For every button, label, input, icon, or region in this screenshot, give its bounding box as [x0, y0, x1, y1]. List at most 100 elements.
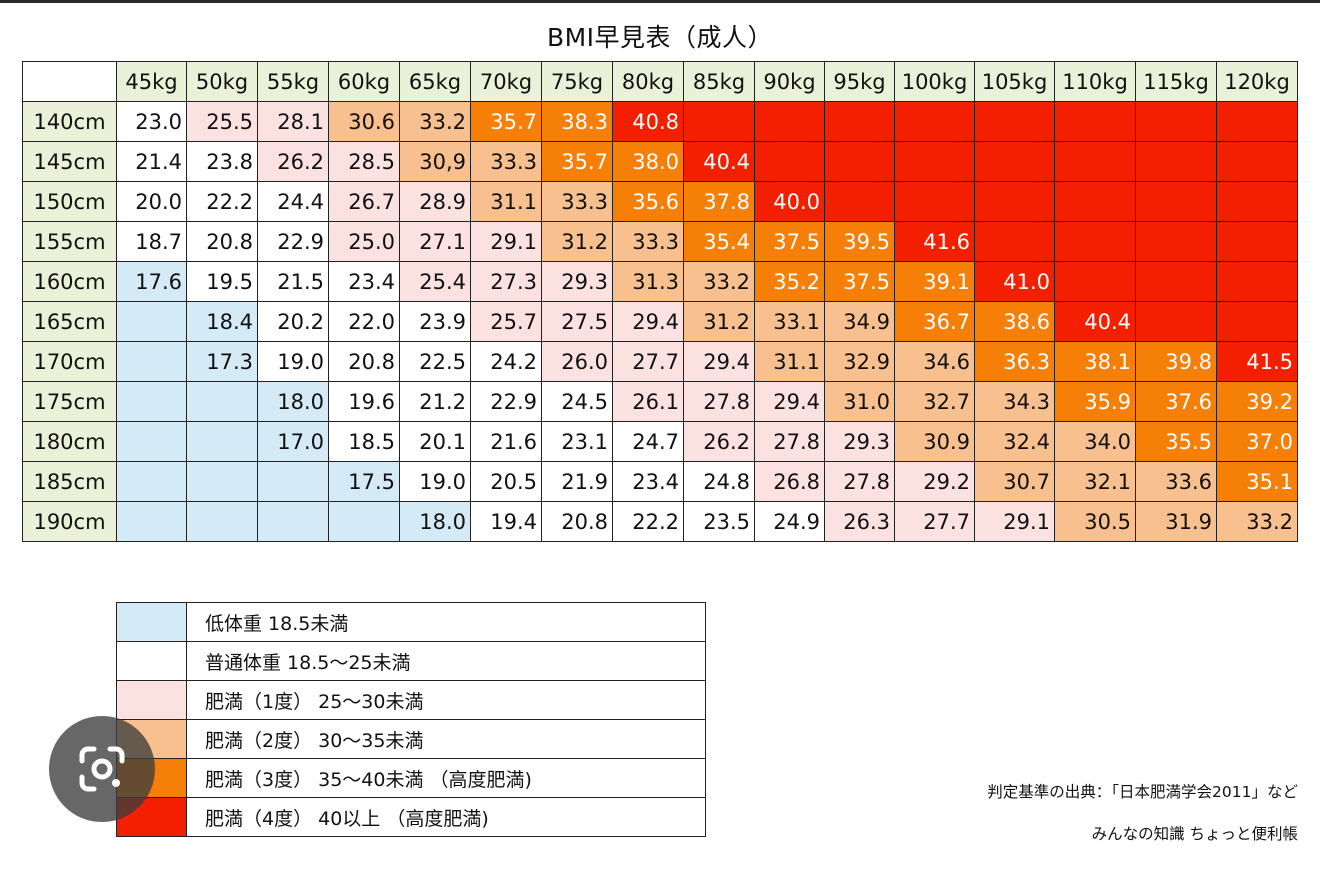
bmi-cell: 26.0	[541, 341, 613, 382]
bmi-cell: 32.4	[974, 421, 1055, 462]
legend-swatch	[116, 602, 187, 642]
bmi-cell: 33.3	[612, 221, 684, 262]
bmi-cell	[974, 101, 1055, 142]
bmi-cell	[1216, 261, 1298, 302]
bmi-cell: 17.0	[257, 421, 329, 462]
bmi-cell: 34.3	[974, 381, 1055, 422]
weight-header: 80kg	[612, 61, 684, 102]
bmi-cell: 32.1	[1054, 461, 1136, 502]
legend-item: 肥満（4度） 40以上 （高度肥満)	[116, 797, 706, 837]
bmi-cell	[1135, 221, 1217, 262]
bmi-cell	[186, 461, 258, 502]
bmi-cell: 23.8	[186, 141, 258, 182]
bmi-cell: 38.6	[974, 301, 1055, 342]
height-header: 165cm	[22, 301, 117, 342]
bmi-cell: 17.6	[116, 261, 187, 302]
google-lens-button[interactable]	[49, 716, 155, 822]
bmi-cell: 40.8	[612, 101, 684, 142]
height-header: 180cm	[22, 421, 117, 462]
bmi-cell: 29.4	[612, 301, 684, 342]
bmi-cell: 33.3	[470, 141, 542, 182]
bmi-cell: 23.4	[612, 461, 684, 502]
bmi-cell: 23.1	[541, 421, 613, 462]
height-header: 145cm	[22, 141, 117, 182]
bmi-cell	[1216, 101, 1298, 142]
bmi-cell: 36.3	[974, 341, 1055, 382]
bmi-cell: 37.8	[683, 181, 755, 222]
bmi-cell: 30.6	[328, 101, 400, 142]
table-row: 170cm 17.3 19.0 20.8 22.5 24.2 26.0 27.7 29.4 31.…	[22, 341, 1298, 382]
bmi-cell: 31.2	[683, 301, 755, 342]
bmi-cell	[894, 141, 975, 182]
bmi-cell	[257, 501, 329, 542]
legend-item: 肥満（2度） 30～35未満	[116, 719, 706, 759]
height-header: 150cm	[22, 181, 117, 222]
bmi-cell: 20.2	[257, 301, 329, 342]
bmi-cell: 22.2	[612, 501, 684, 542]
bmi-cell: 35.7	[470, 101, 542, 142]
weight-header: 70kg	[470, 61, 542, 102]
bmi-cell: 29.1	[470, 221, 542, 262]
height-header: 140cm	[22, 101, 117, 142]
bmi-cell: 28.9	[399, 181, 471, 222]
bmi-cell: 23.4	[328, 261, 400, 302]
bmi-cell	[974, 141, 1055, 182]
bmi-cell	[1135, 261, 1217, 302]
bmi-cell: 26.2	[257, 141, 329, 182]
bmi-cell: 37.5	[824, 261, 895, 302]
bmi-cell: 31.1	[754, 341, 825, 382]
bmi-cell: 27.5	[541, 301, 613, 342]
height-header: 190cm	[22, 501, 117, 542]
bmi-cell: 22.5	[399, 341, 471, 382]
bmi-cell: 21.9	[541, 461, 613, 502]
legend: 低体重 18.5未満 普通体重 18.5～25未満 肥満（1度） 25～30未満 肥満…	[116, 602, 706, 837]
bmi-cell: 41.6	[894, 221, 975, 262]
legend-label: 低体重 18.5未満	[186, 602, 706, 642]
bmi-cell: 35.7	[541, 141, 613, 182]
bmi-cell: 36.7	[894, 301, 975, 342]
bmi-cell: 31.1	[470, 181, 542, 222]
bmi-cell	[754, 101, 825, 142]
legend-label: 普通体重 18.5～25未満	[186, 641, 706, 681]
weight-header: 50kg	[186, 61, 258, 102]
bmi-cell: 37.5	[754, 221, 825, 262]
bmi-cell: 27.7	[894, 501, 975, 542]
table-row: 180cm 17.0 18.5 20.1 21.6 23.1 24.7 26.2 27.8 29.…	[22, 421, 1298, 462]
bmi-cell: 21.6	[470, 421, 542, 462]
bmi-cell: 39.8	[1135, 341, 1217, 382]
bmi-cell: 37.0	[1216, 421, 1298, 462]
bmi-cell: 26.2	[683, 421, 755, 462]
bmi-cell	[186, 501, 258, 542]
bmi-cell: 17.5	[328, 461, 400, 502]
bmi-cell: 35.5	[1135, 421, 1217, 462]
bmi-cell: 18.0	[399, 501, 471, 542]
bmi-cell	[1216, 221, 1298, 262]
bmi-cell: 18.5	[328, 421, 400, 462]
bmi-cell	[116, 501, 187, 542]
table-row: 165cm 18.4 20.2 22.0 23.9 25.7 27.5 29.4 31.2 33.…	[22, 301, 1298, 342]
height-header: 170cm	[22, 341, 117, 382]
google-lens-icon	[79, 746, 125, 792]
bmi-cell	[824, 181, 895, 222]
bmi-cell: 31.0	[824, 381, 895, 422]
bmi-cell: 20.8	[328, 341, 400, 382]
height-header: 185cm	[22, 461, 117, 502]
bmi-cell: 40.0	[754, 181, 825, 222]
table-row: 185cm 17.5 19.0 20.5 21.9 23.4 24.8 26.8 27.8 29.…	[22, 461, 1298, 502]
bmi-cell	[257, 461, 329, 502]
bmi-cell: 24.4	[257, 181, 329, 222]
bmi-cell: 28.5	[328, 141, 400, 182]
bmi-cell: 20.8	[541, 501, 613, 542]
bmi-table: 45kg 50kg 55kg 60kg 65kg 70kg 75kg 80kg 85kg 90kg…	[22, 61, 1298, 542]
legend-item: 普通体重 18.5～25未満	[116, 641, 706, 681]
bmi-cell	[116, 461, 187, 502]
bmi-cell: 27.7	[612, 341, 684, 382]
legend-swatch	[116, 680, 187, 720]
bmi-cell: 30,9	[399, 141, 471, 182]
bmi-cell: 22.9	[257, 221, 329, 262]
table-row: 190cm 18.0 19.4 20.8 22.2 23.5 24.9 26.3 27.7 29.…	[22, 501, 1298, 542]
header-row: 45kg 50kg 55kg 60kg 65kg 70kg 75kg 80kg 85kg 90kg…	[22, 61, 1298, 102]
bmi-cell	[894, 181, 975, 222]
bmi-cell: 31.9	[1135, 501, 1217, 542]
bmi-cell: 18.7	[116, 221, 187, 262]
